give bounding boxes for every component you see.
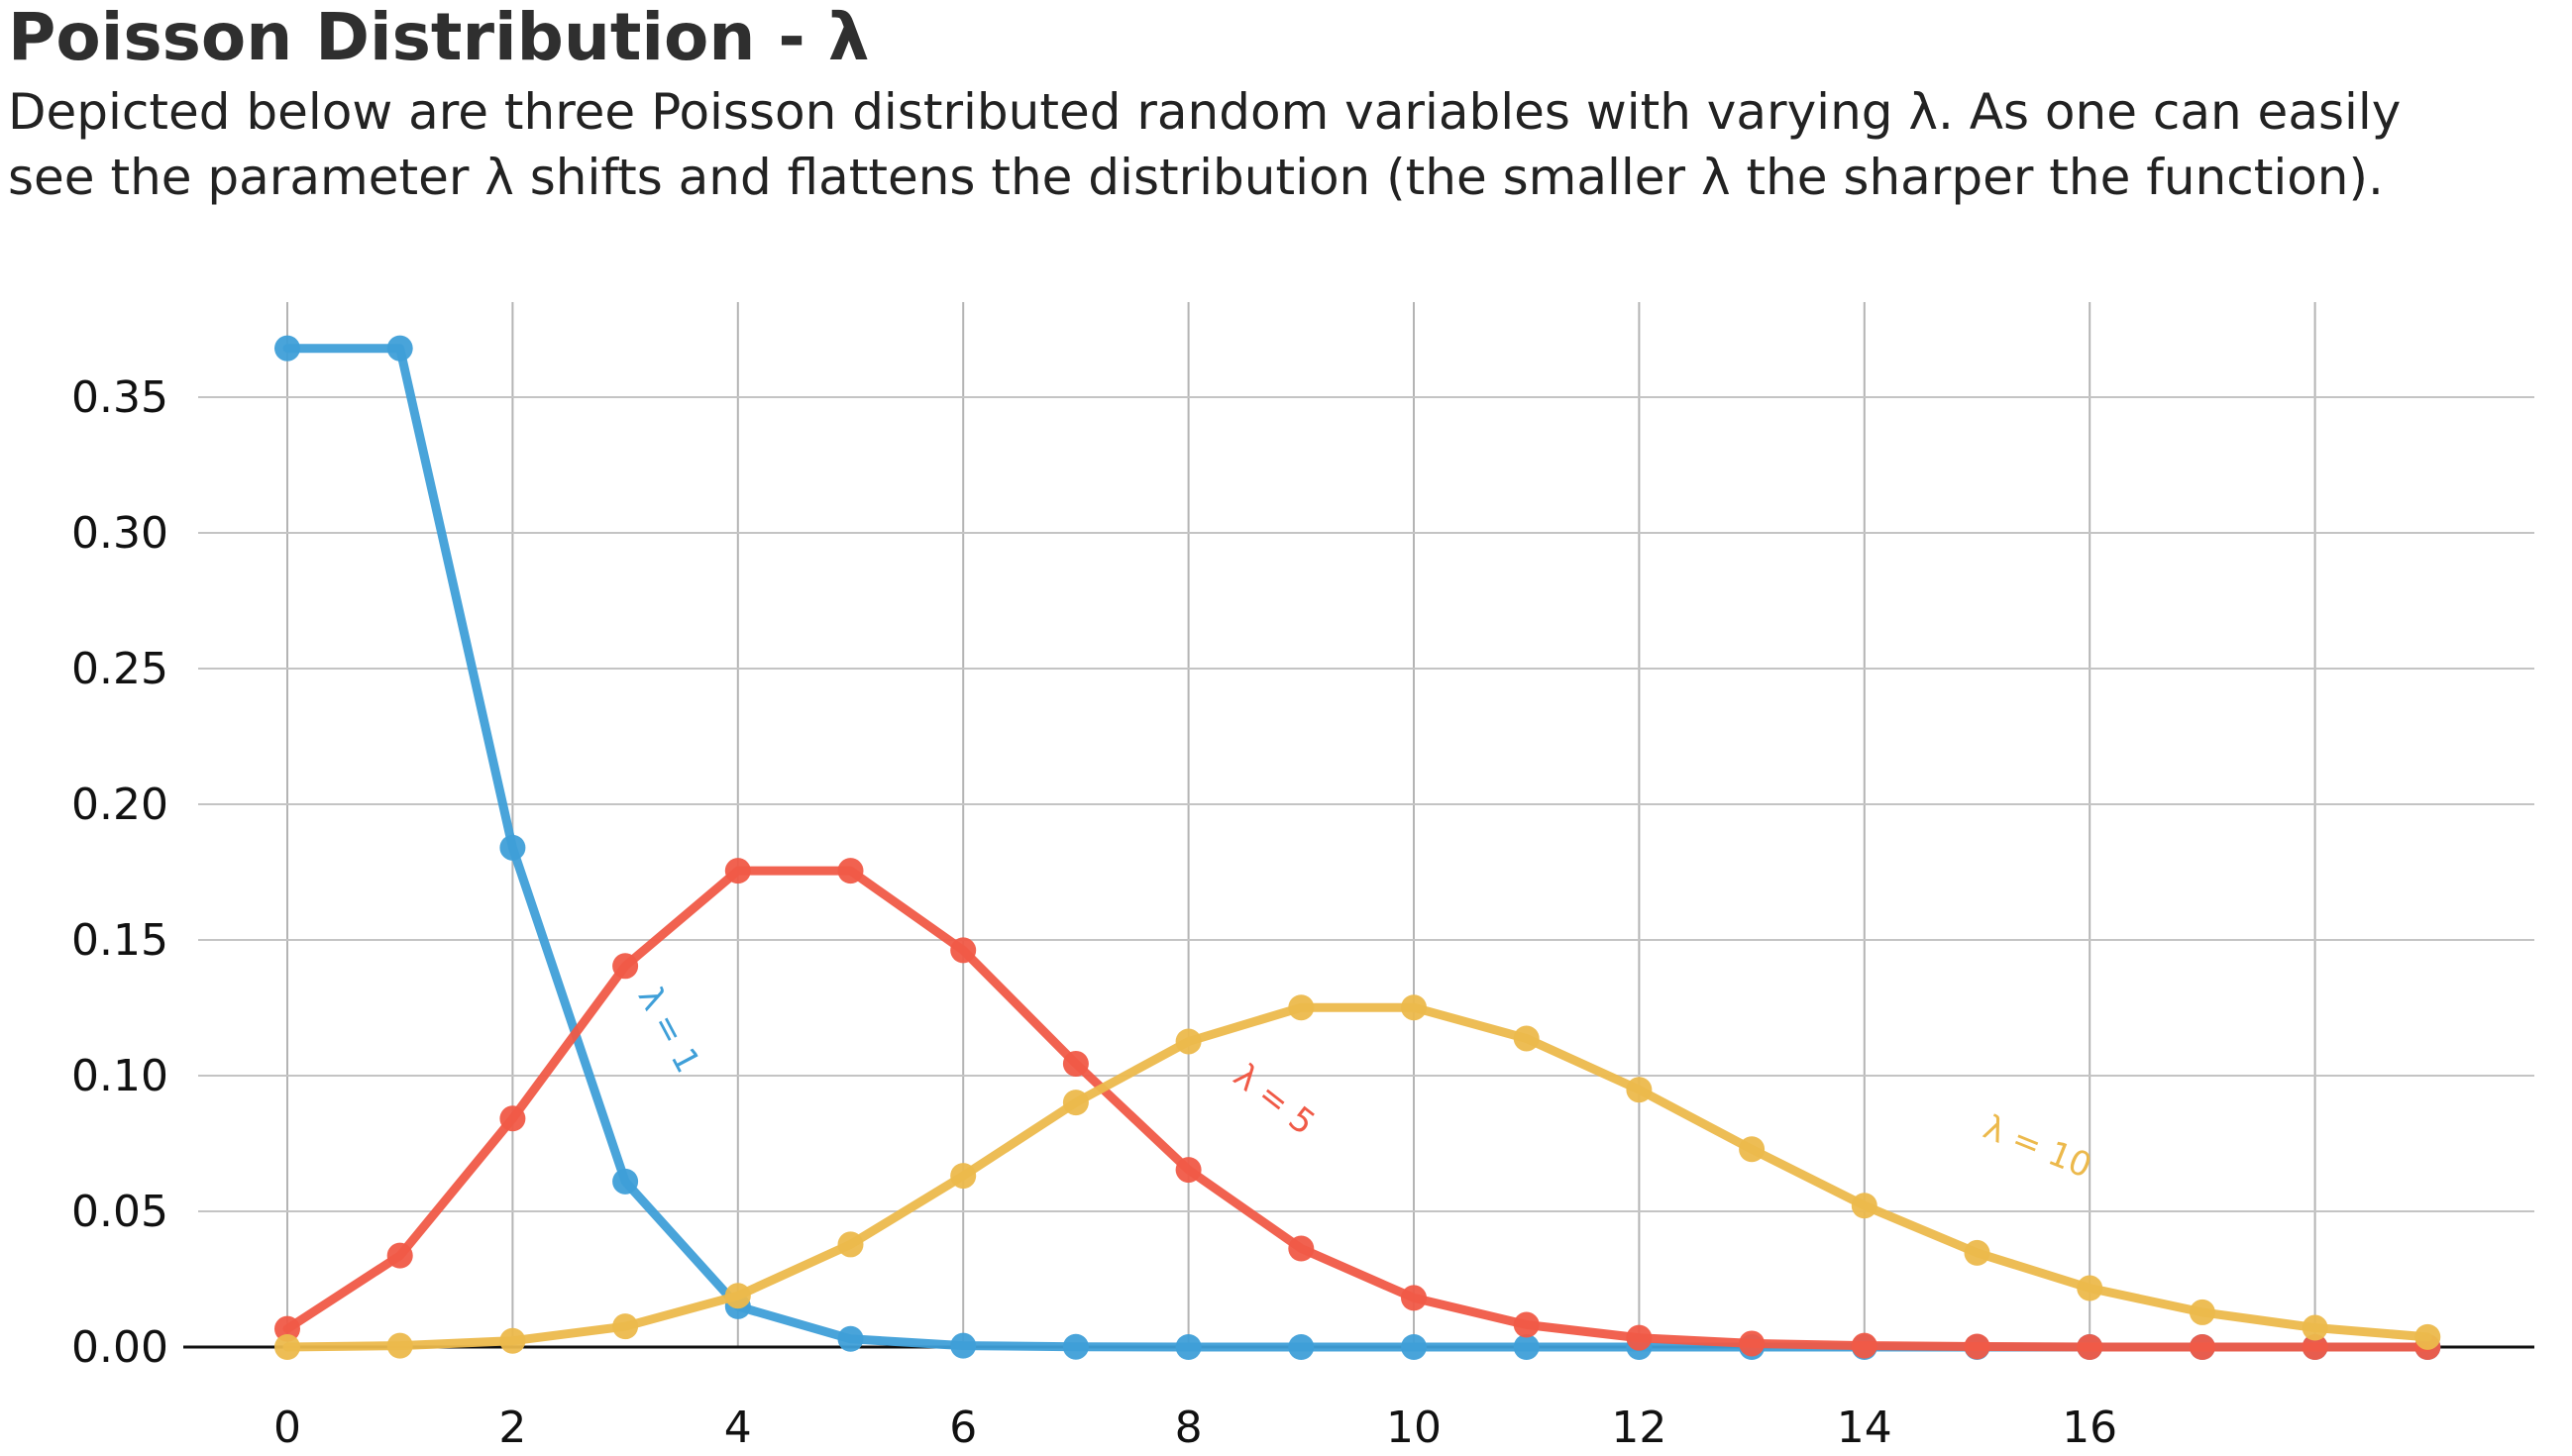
y-tick-label: 0.00 xyxy=(71,1322,168,1373)
data-point xyxy=(1175,1157,1202,1184)
data-point xyxy=(386,1332,413,1359)
series-line xyxy=(282,344,2432,1352)
data-point xyxy=(1062,1090,1089,1116)
data-point xyxy=(950,1332,977,1359)
data-point xyxy=(837,1231,864,1258)
data-point xyxy=(2189,1299,2215,1325)
series-label: λ = 5 xyxy=(1226,1056,1322,1143)
data-point xyxy=(499,834,526,861)
data-point xyxy=(1626,1077,1653,1103)
data-point xyxy=(1851,1332,1877,1359)
data-point xyxy=(612,1168,639,1195)
series-line xyxy=(282,1002,2432,1352)
y-tick-label: 0.05 xyxy=(71,1187,168,1237)
data-point xyxy=(1739,1136,1766,1163)
data-point xyxy=(274,1334,300,1360)
data-point xyxy=(724,858,751,884)
x-tick-label: 10 xyxy=(1386,1403,1442,1453)
data-point xyxy=(1288,994,1315,1021)
y-tick-label: 0.20 xyxy=(71,780,168,830)
data-point xyxy=(1401,1285,1427,1311)
series-3 xyxy=(274,994,2441,1360)
data-point xyxy=(386,1242,413,1269)
data-point xyxy=(1288,1235,1315,1262)
data-point xyxy=(1288,1334,1315,1360)
data-point xyxy=(1062,1050,1089,1077)
x-tick-label: 12 xyxy=(1611,1403,1666,1453)
data-point xyxy=(2077,1275,2103,1301)
data-point xyxy=(1175,1334,1202,1360)
data-point xyxy=(1401,1334,1427,1360)
y-tick-label: 0.15 xyxy=(71,915,168,966)
subtitle-line-1: Depicted below are three Poisson distrib… xyxy=(8,83,2402,141)
x-tick-label: 0 xyxy=(273,1403,301,1453)
data-point xyxy=(837,858,864,884)
series-1 xyxy=(274,335,2441,1360)
data-point xyxy=(1401,994,1427,1021)
data-point xyxy=(612,1313,639,1340)
series-label: λ = 1 xyxy=(630,981,707,1080)
data-point xyxy=(2189,1334,2215,1360)
data-point xyxy=(1062,1333,1089,1360)
x-tick-label: 4 xyxy=(724,1403,752,1453)
data-point xyxy=(1513,1025,1540,1052)
data-point xyxy=(1513,1334,1540,1360)
page-title: Poisson Distribution - λ xyxy=(8,0,870,75)
data-point xyxy=(274,335,300,362)
data-point xyxy=(1964,1333,1990,1360)
data-point xyxy=(274,1315,300,1342)
data-point xyxy=(1626,1324,1653,1351)
data-point xyxy=(1964,1239,1990,1266)
data-point xyxy=(1513,1311,1540,1338)
data-point xyxy=(499,1327,526,1354)
data-point xyxy=(1739,1330,1766,1357)
chart-series xyxy=(274,335,2441,1360)
data-point xyxy=(2302,1314,2328,1341)
y-tick-label: 0.25 xyxy=(71,644,168,694)
subtitle-line-2: see the parameter λ shifts and flattens … xyxy=(8,149,2384,206)
series-label: λ = 10 xyxy=(1978,1107,2096,1187)
data-point xyxy=(724,1283,751,1309)
data-point xyxy=(2077,1334,2103,1360)
data-point xyxy=(386,335,413,362)
data-point xyxy=(499,1105,526,1132)
data-point xyxy=(1851,1193,1877,1219)
x-tick-label: 14 xyxy=(1837,1403,1892,1453)
y-tick-label: 0.30 xyxy=(71,508,168,559)
y-tick-label: 0.10 xyxy=(71,1051,168,1101)
data-point xyxy=(1175,1028,1202,1055)
data-point xyxy=(2302,1334,2328,1360)
x-tick-label: 8 xyxy=(1175,1403,1203,1453)
data-point xyxy=(612,953,639,980)
data-point xyxy=(837,1325,864,1352)
data-point xyxy=(950,937,977,964)
chart-grid xyxy=(198,302,2534,1347)
data-point xyxy=(950,1163,977,1190)
data-point xyxy=(2414,1323,2441,1350)
y-tick-label: 0.35 xyxy=(71,372,168,423)
x-tick-label: 6 xyxy=(949,1403,977,1453)
page-subtitle: Depicted below are three Poisson distrib… xyxy=(8,79,2544,210)
x-tick-label: 2 xyxy=(498,1403,526,1453)
series-2 xyxy=(274,858,2441,1360)
x-tick-label: 16 xyxy=(2062,1403,2117,1453)
series-line xyxy=(282,866,2432,1352)
